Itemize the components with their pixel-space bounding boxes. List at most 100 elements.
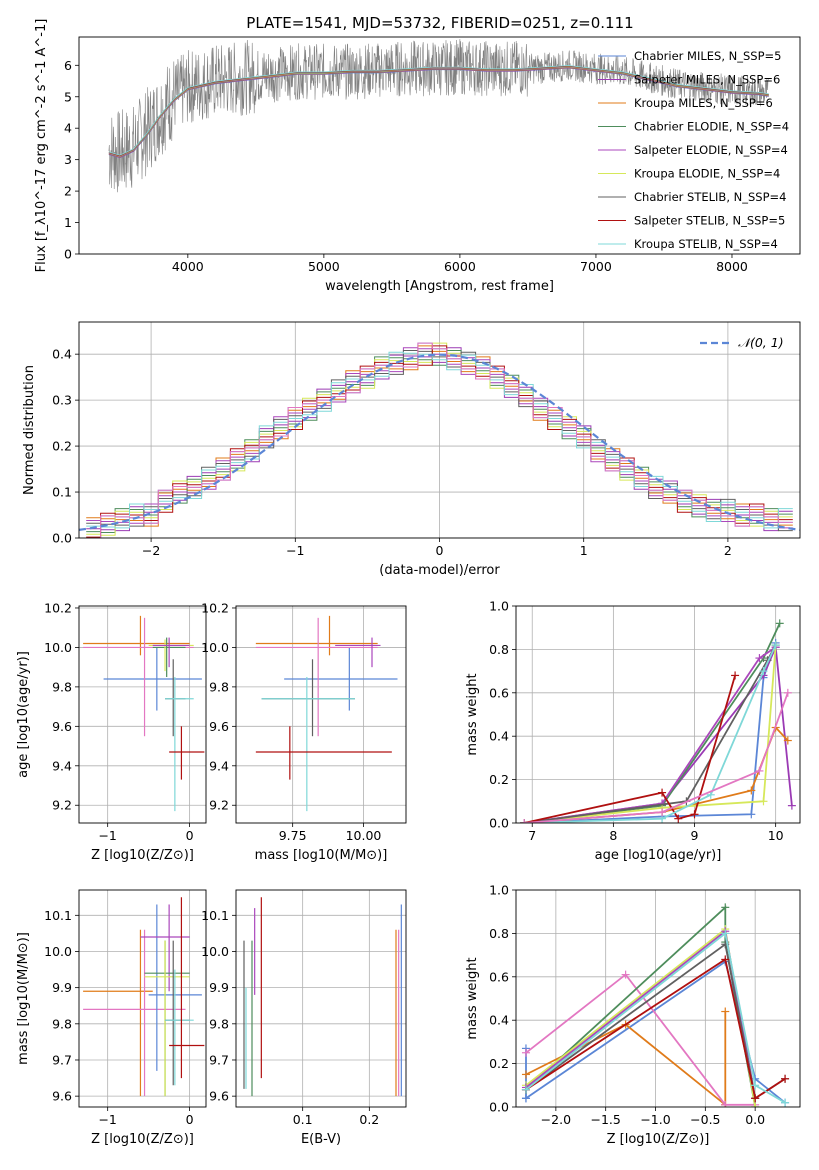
x-tick-label: −1: [286, 543, 304, 558]
y-tick-label: 10.2: [44, 600, 72, 615]
x-tick-label: 0: [186, 1112, 194, 1127]
figure-title: PLATE=1541, MJD=53732, FIBERID=0251, z=0…: [246, 14, 633, 32]
x-tick-label: 8000: [716, 259, 748, 274]
panel-mass_vs_Z: −1 0 9.6 9.7 9.8 9.9 10.0 10.1 Z [log10(Z/Z⊙)] ma…: [16, 889, 207, 1147]
y-tick-label: 0.3: [52, 393, 72, 408]
normal-curve: [79, 353, 800, 531]
y-tick-label: 9.8: [52, 1016, 72, 1031]
histogram-step: [86, 342, 793, 538]
panel-weight_vs_age: 7 8 9 10 0.0 0.2 0.4 0.6 0.8 1.0 age [log10(age/yr…: [465, 599, 801, 863]
weight-line: [523, 646, 777, 823]
x-tick-label: 5000: [308, 259, 340, 274]
spectrum-legend: Chabrier MILES, N_SSP=5 Salpeter MILES, N…: [598, 49, 789, 251]
plot-area: [516, 890, 800, 1107]
legend-entry: Kroupa ELODIE, N_SSP=4: [634, 167, 780, 181]
y-tick-label: 0.2: [52, 439, 72, 454]
y-tick-label: 9.7: [52, 1052, 72, 1067]
legend-entry: 𝒩(0, 1): [738, 335, 784, 350]
legend-entry: Chabrier MILES, N_SSP=5: [634, 49, 781, 63]
y-axis-label: mass [log10(M/M⊙)]: [16, 932, 31, 1065]
y-tick-label: 0.6: [489, 685, 509, 700]
x-axis-label: Z [log10(Z/Z⊙)]: [91, 1132, 194, 1147]
y-tick-label: 4: [64, 121, 72, 136]
y-tick-label: 9.8: [209, 1016, 229, 1031]
y-tick-label: 5: [64, 89, 72, 104]
plot-area: [236, 890, 406, 1107]
y-tick-label: 0.0: [489, 1100, 509, 1115]
plot-area: [108, 39, 769, 193]
histogram-step: [86, 345, 793, 527]
x-tick-label: 6000: [444, 259, 476, 274]
axes-frame: [235, 605, 407, 824]
x-tick-label: 0.0: [745, 1112, 765, 1127]
plot-area: [79, 322, 800, 538]
histogram-step: [86, 351, 793, 529]
x-tick-label: 2: [724, 543, 732, 558]
plot-area: [236, 606, 406, 823]
y-tick-label: 1.0: [489, 883, 509, 898]
panel-age_vs_mass: 9.75 10.00 9.2 9.4 9.6 9.8 10.0 10.2 mass [log10…: [201, 600, 407, 863]
plot-area: [79, 890, 206, 1107]
x-axis-label: age [log10(age/yr)]: [595, 848, 722, 863]
x-tick-label: 10.00: [346, 828, 382, 843]
x-tick-label: 9.75: [279, 828, 307, 843]
legend-entry: Kroupa MILES, N_SSP=6: [634, 96, 773, 110]
y-tick-label: 9.6: [209, 719, 229, 734]
x-tick-label: 7: [528, 828, 536, 843]
legend-entry: Salpeter STELIB, N_SSP=5: [634, 214, 785, 228]
histogram-step: [86, 342, 793, 536]
y-tick-label: 0: [64, 247, 72, 262]
legend-entry: Salpeter MILES, N_SSP=6: [634, 73, 780, 87]
plot-area: [516, 606, 800, 823]
y-axis-label: Flux [f_λ10^-17 erg cm^-2 s^-1 A^-1]: [34, 19, 49, 273]
y-tick-label: 0.0: [489, 816, 509, 831]
axes-frame: [78, 36, 801, 255]
y-tick-label: 10.1: [201, 908, 229, 923]
y-tick-label: 9.9: [209, 980, 229, 995]
y-tick-label: 10.0: [44, 640, 72, 655]
y-tick-label: 9.6: [52, 1089, 72, 1104]
y-tick-label: 10.0: [44, 944, 72, 959]
y-tick-label: 10.0: [201, 944, 229, 959]
y-tick-label: 0.4: [52, 347, 72, 362]
x-tick-label: 10: [768, 828, 784, 843]
x-tick-label: 0.2: [359, 1112, 379, 1127]
y-tick-label: 0.2: [489, 1056, 509, 1071]
y-tick-label: 1: [64, 215, 72, 230]
panel-residuals: −2 −1 0 1 2 0.0 0.1 0.2 0.3 0.4 (data-model)/error…: [22, 321, 801, 578]
histogram-step: [86, 350, 793, 532]
x-tick-label: −1.0: [640, 1112, 670, 1127]
y-axis-label: mass weight: [465, 957, 480, 1039]
y-axis-label: mass weight: [465, 673, 480, 755]
x-tick-label: 0: [436, 543, 444, 558]
x-axis-label: wavelength [Angstrom, rest frame]: [325, 279, 554, 294]
y-tick-label: 0.8: [489, 926, 509, 941]
panel-spectrum: 4000 5000 6000 7000 8000 0 1 2 3 4 5 6 wavelength [A…: [34, 19, 801, 294]
plot-area: [79, 606, 206, 823]
y-tick-label: 9.8: [52, 679, 72, 694]
y-tick-label: 0.2: [489, 772, 509, 787]
panel-weight_vs_Z: −2.0 −1.5 −1.0 −0.5 0.0 0.0 0.2 0.4 0.6 0.8 1.0 Z […: [465, 883, 801, 1147]
x-axis-label: (data-model)/error: [379, 563, 500, 578]
weight-line: [523, 643, 793, 823]
y-tick-label: 1.0: [489, 599, 509, 614]
weight-line: [523, 675, 736, 823]
y-tick-label: 3: [64, 152, 72, 167]
y-tick-label: 9.6: [52, 719, 72, 734]
x-tick-label: 4000: [172, 259, 204, 274]
x-tick-label: −2: [142, 543, 160, 558]
x-tick-label: 7000: [580, 259, 612, 274]
y-tick-label: 10.1: [44, 908, 72, 923]
y-tick-label: 0.0: [52, 531, 72, 546]
x-tick-label: 0: [186, 828, 194, 843]
x-axis-label: mass [log10(M/M⊙)]: [255, 848, 388, 863]
y-tick-label: 9.6: [209, 1089, 229, 1104]
legend-entry: Chabrier ELODIE, N_SSP=4: [634, 120, 789, 134]
axes-frame: [78, 889, 207, 1108]
y-tick-label: 10.2: [201, 600, 229, 615]
weight-line: [525, 927, 757, 1107]
weight-line: [523, 644, 777, 823]
model-spectrum-line: [108, 65, 769, 156]
legend-entry: Salpeter ELODIE, N_SSP=4: [634, 143, 788, 157]
